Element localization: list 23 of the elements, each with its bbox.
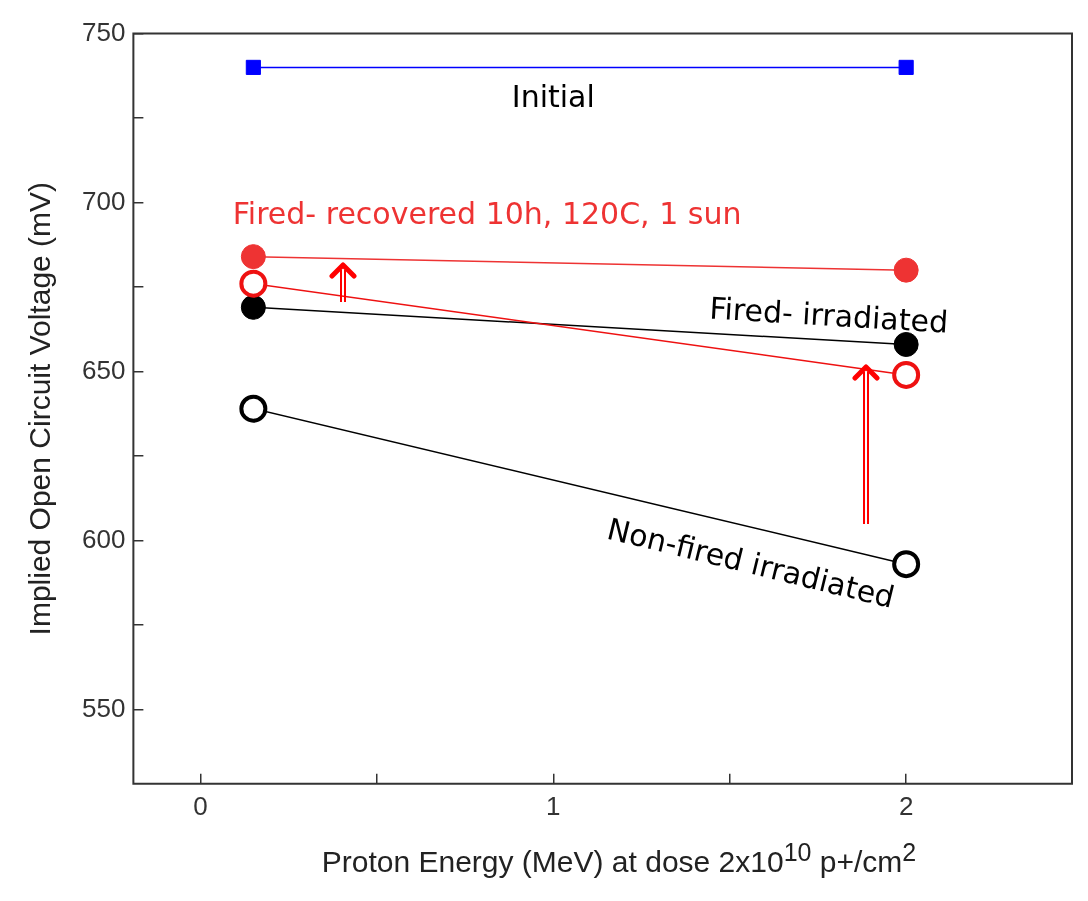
series-label: Fired- recovered 10h, 120C, 1 sun bbox=[232, 195, 742, 231]
x-tick-label: 0 bbox=[193, 790, 208, 821]
point bbox=[240, 294, 266, 320]
point bbox=[239, 394, 268, 423]
y-tick-label: 550 bbox=[81, 692, 126, 723]
y-tick-label: 600 bbox=[81, 523, 126, 554]
point bbox=[239, 269, 268, 298]
point bbox=[245, 59, 261, 75]
y-tick-label: 700 bbox=[81, 185, 126, 216]
y-axis-title: Implied Open Circuit Voltage (mV) bbox=[23, 181, 57, 636]
point bbox=[893, 257, 919, 283]
annotation: Initial bbox=[511, 79, 595, 115]
series-label: Fired- irradiated bbox=[708, 290, 950, 340]
y-tick-label: 650 bbox=[81, 354, 126, 385]
point bbox=[892, 550, 921, 579]
x-tick-label: 2 bbox=[898, 790, 914, 821]
point bbox=[892, 360, 921, 389]
point bbox=[898, 59, 914, 75]
y-tick-label: 750 bbox=[81, 16, 126, 47]
point bbox=[240, 244, 266, 270]
point bbox=[893, 331, 919, 357]
x-tick-label: 1 bbox=[546, 790, 561, 821]
x-axis-title: Proton Energy (MeV) at dose 2x10$^{10}$ p+/cm$^{2}$ bbox=[320, 838, 918, 879]
